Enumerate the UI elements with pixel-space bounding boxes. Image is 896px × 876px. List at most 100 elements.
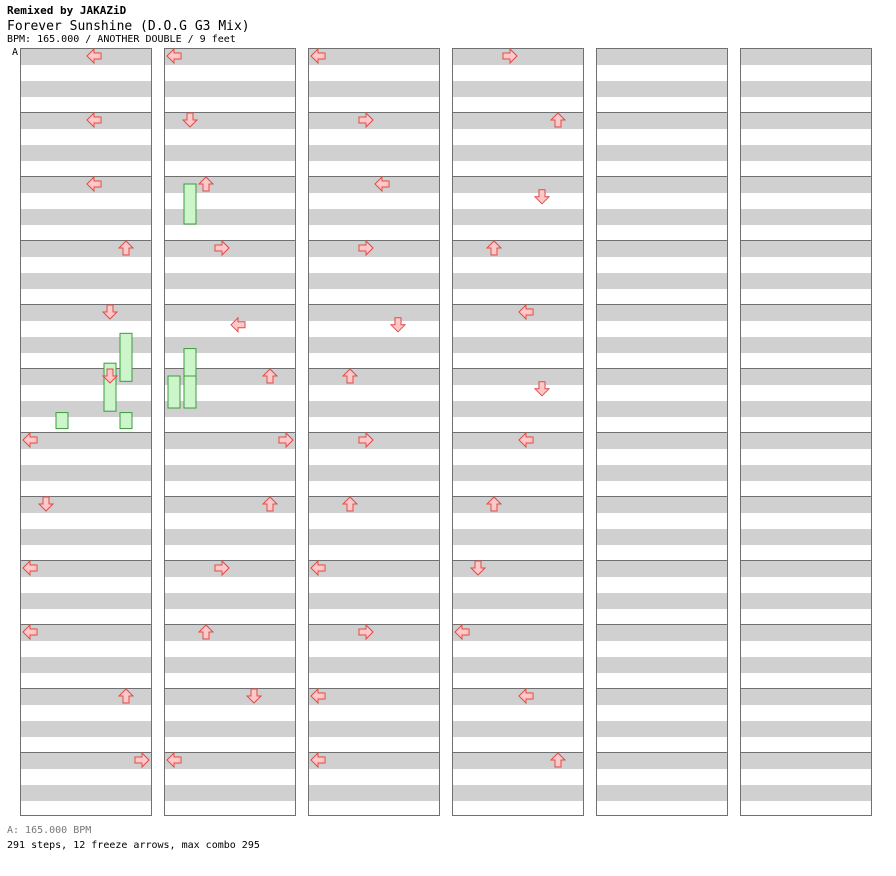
chart-column-6 — [740, 48, 872, 816]
measure-line — [165, 496, 295, 497]
right-arrow-note — [358, 239, 374, 257]
down-arrow-note — [469, 560, 487, 576]
measure-line — [453, 304, 583, 305]
measure-line — [21, 496, 151, 497]
measure-line — [165, 240, 295, 241]
measure-line — [309, 240, 439, 241]
right-arrow-note — [134, 751, 150, 769]
measure-line — [597, 112, 727, 113]
measure-line — [741, 752, 871, 753]
measure-line — [741, 496, 871, 497]
measure-line — [453, 560, 583, 561]
left-arrow-note — [518, 303, 534, 321]
chart-column-3 — [308, 48, 440, 816]
measure-line — [309, 368, 439, 369]
measure-line — [453, 112, 583, 113]
measure-line — [21, 688, 151, 689]
right-arrow-note — [278, 431, 294, 449]
measure-line — [597, 368, 727, 369]
up-arrow-note — [549, 752, 567, 768]
measure-line — [597, 176, 727, 177]
measure-line — [309, 304, 439, 305]
freeze-arrow-body — [167, 375, 181, 409]
left-arrow-note — [86, 175, 102, 193]
measure-line — [21, 432, 151, 433]
measure-line — [21, 240, 151, 241]
measure-line — [21, 112, 151, 113]
chart-stats: 291 steps, 12 freeze arrows, max combo 2… — [7, 840, 260, 851]
left-arrow-note — [166, 47, 182, 65]
measure-line — [165, 624, 295, 625]
measure-line — [309, 752, 439, 753]
left-arrow-note — [86, 47, 102, 65]
measure-line — [453, 432, 583, 433]
measure-line — [165, 176, 295, 177]
measure-line — [309, 624, 439, 625]
right-arrow-note — [214, 239, 230, 257]
measure-line — [453, 240, 583, 241]
measure-line — [741, 624, 871, 625]
freeze-arrow-body — [119, 412, 133, 430]
measure-line — [741, 112, 871, 113]
up-arrow-note — [485, 496, 503, 512]
measure-line — [165, 112, 295, 113]
measure-line — [597, 304, 727, 305]
measure-line — [165, 304, 295, 305]
right-arrow-note — [502, 47, 518, 65]
left-arrow-note — [22, 559, 38, 577]
down-arrow-note — [533, 381, 551, 397]
measure-line — [309, 496, 439, 497]
left-arrow-note — [230, 316, 246, 334]
freeze-arrow-body — [183, 183, 197, 225]
left-arrow-note — [518, 431, 534, 449]
measure-line — [597, 496, 727, 497]
freeze-arrow-body — [119, 332, 133, 382]
down-arrow-note — [245, 688, 263, 704]
chart-info: BPM: 165.000 / ANOTHER DOUBLE / 9 feet — [7, 34, 236, 45]
left-arrow-note — [518, 687, 534, 705]
up-arrow-note — [261, 368, 279, 384]
measure-line — [165, 688, 295, 689]
measure-line — [453, 624, 583, 625]
up-arrow-note — [197, 624, 215, 640]
measure-line — [597, 688, 727, 689]
measure-line — [453, 688, 583, 689]
down-arrow-note — [533, 189, 551, 205]
right-arrow-note — [358, 111, 374, 129]
down-arrow-note — [101, 304, 119, 320]
freeze-arrow-body — [55, 412, 69, 430]
measure-line — [165, 752, 295, 753]
up-arrow-note — [341, 368, 359, 384]
up-arrow-note — [117, 688, 135, 704]
bpm-footer: A: 165.000 BPM — [7, 825, 92, 836]
measure-line — [309, 432, 439, 433]
measure-line — [453, 752, 583, 753]
down-arrow-note — [181, 112, 199, 128]
left-arrow-note — [310, 751, 326, 769]
measure-line — [165, 560, 295, 561]
chart-column-1 — [20, 48, 152, 816]
measure-line — [597, 624, 727, 625]
up-arrow-note — [549, 112, 567, 128]
right-arrow-note — [358, 431, 374, 449]
chart-column-5 — [596, 48, 728, 816]
left-arrow-note — [374, 175, 390, 193]
measure-line — [597, 240, 727, 241]
up-arrow-note — [197, 176, 215, 192]
measure-line — [21, 624, 151, 625]
up-arrow-note — [341, 496, 359, 512]
left-arrow-note — [86, 111, 102, 129]
left-arrow-note — [22, 431, 38, 449]
measure-line — [309, 688, 439, 689]
measure-line — [309, 560, 439, 561]
up-arrow-note — [261, 496, 279, 512]
measure-line — [597, 432, 727, 433]
freeze-arrow-body — [183, 375, 197, 409]
down-arrow-note — [101, 368, 119, 384]
measure-line — [21, 368, 151, 369]
measure-line — [597, 560, 727, 561]
chart-column-2 — [164, 48, 296, 816]
down-arrow-note — [389, 317, 407, 333]
measure-line — [741, 304, 871, 305]
chart-column-4 — [452, 48, 584, 816]
